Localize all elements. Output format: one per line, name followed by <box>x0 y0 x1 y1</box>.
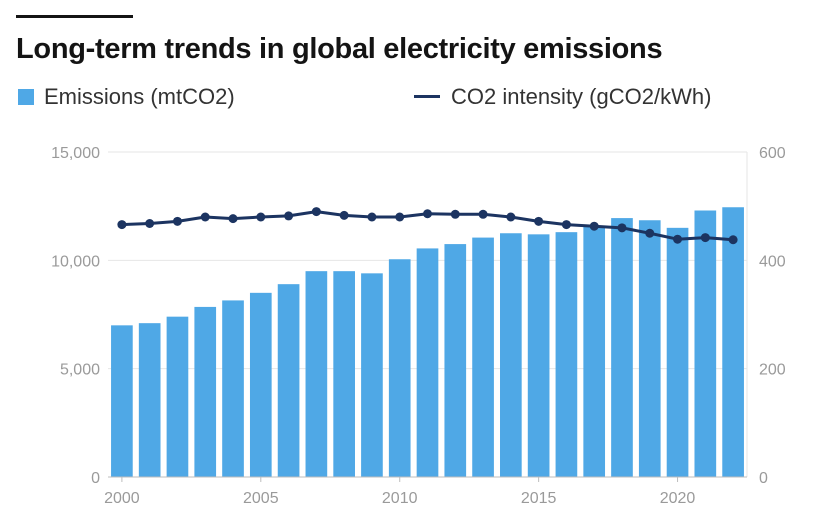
intensity-point <box>367 212 377 222</box>
title-accent-bar <box>16 15 133 18</box>
intensity-point <box>339 210 349 220</box>
right-axis-tick-label: 0 <box>759 470 768 487</box>
emissions-bar <box>722 207 744 477</box>
intensity-point <box>117 220 127 230</box>
emissions-bar <box>166 316 189 477</box>
chart-title: Long-term trends in global electricity e… <box>16 33 663 65</box>
emissions-bar <box>555 232 578 477</box>
intensity-point <box>395 212 405 222</box>
intensity-point <box>200 212 210 222</box>
left-axis-tick-label: 10,000 <box>51 253 100 270</box>
right-axis-tick-label: 200 <box>759 362 786 379</box>
left-axis-tick-label: 0 <box>91 470 100 487</box>
legend-intensity-label: CO2 intensity (gCO2/kWh) <box>451 84 712 109</box>
x-axis-tick-label: 2000 <box>104 490 140 507</box>
legend-bar-swatch <box>18 89 34 105</box>
intensity-point <box>561 220 571 230</box>
legend-emissions-label: Emissions (mtCO2) <box>44 84 235 109</box>
emissions-bar <box>638 220 661 477</box>
emissions-bar <box>472 237 494 477</box>
intensity-point <box>423 209 432 219</box>
intensity-point <box>728 235 738 245</box>
emissions-bar <box>666 227 689 477</box>
x-axis-tick-label: 2010 <box>382 490 418 507</box>
intensity-point <box>589 221 599 231</box>
emissions-bar <box>194 306 217 477</box>
emissions-bar <box>222 300 244 477</box>
emissions-bar <box>500 233 522 477</box>
emissions-bar <box>361 273 383 477</box>
emissions-bar <box>333 271 355 477</box>
intensity-point <box>700 233 710 243</box>
intensity-point <box>534 216 544 226</box>
emissions-bar <box>388 259 411 477</box>
intensity-point <box>478 209 488 219</box>
intensity-point <box>645 228 655 238</box>
emissions-bar <box>527 234 550 477</box>
intensity-point <box>172 216 182 226</box>
emissions-bar <box>138 323 161 477</box>
emissions-bar <box>416 248 439 477</box>
intensity-point <box>284 211 294 221</box>
emissions-bar <box>583 225 606 477</box>
intensity-point <box>673 234 683 244</box>
right-axis-tick-label: 600 <box>759 145 786 162</box>
x-axis-tick-label: 2020 <box>660 490 696 507</box>
emissions-bar <box>277 284 300 477</box>
intensity-point <box>617 223 627 233</box>
intensity-point <box>256 212 266 222</box>
x-axis-tick-label: 2005 <box>243 490 279 507</box>
right-axis-tick-label: 400 <box>759 253 786 270</box>
left-axis-tick-label: 5,000 <box>60 362 100 379</box>
intensity-point <box>311 207 321 217</box>
intensity-point <box>450 209 460 219</box>
intensity-point <box>228 214 238 224</box>
emissions-bar <box>444 244 467 477</box>
intensity-point <box>145 219 155 228</box>
x-axis-tick-label: 2015 <box>521 490 557 507</box>
emissions-bar <box>694 210 717 477</box>
emissions-bar <box>305 271 328 477</box>
left-axis-tick-label: 15,000 <box>51 145 100 162</box>
emissions-bar <box>249 292 272 477</box>
emissions-bar <box>111 325 133 477</box>
intensity-point <box>506 212 516 222</box>
legend-line-swatch <box>414 95 440 98</box>
emissions-bar <box>611 218 633 478</box>
